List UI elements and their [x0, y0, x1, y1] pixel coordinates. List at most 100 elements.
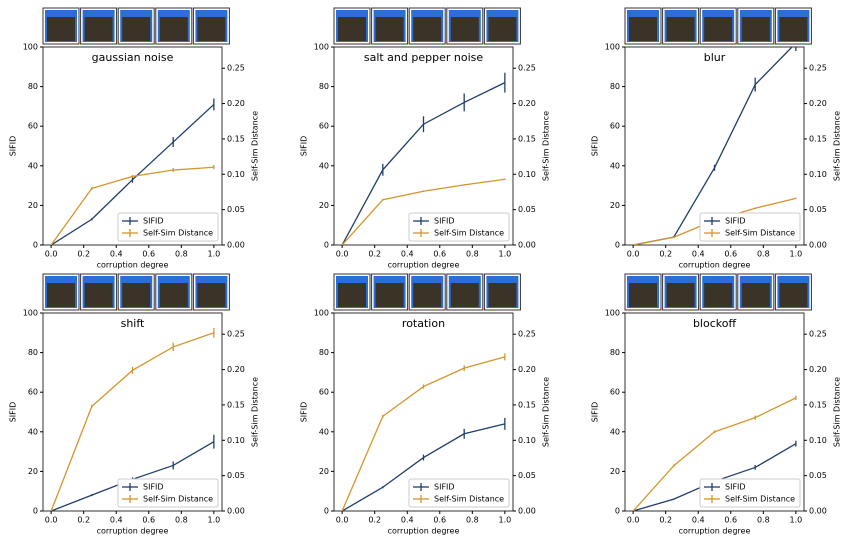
- plot-area: [341, 353, 506, 511]
- y2-tick-label: 0.10: [518, 170, 536, 179]
- chart-title: rotation: [402, 317, 445, 330]
- y2-axis-label: Self-Sim Distance: [251, 377, 260, 447]
- y-tick-label: 100: [314, 309, 329, 318]
- y-tick-label: 20: [319, 467, 329, 476]
- y-tick-label: 60: [610, 122, 620, 131]
- y-tick-label: 20: [28, 467, 38, 476]
- y-tick-label: 0: [33, 241, 38, 250]
- y-tick-label: 40: [28, 427, 38, 436]
- thumbnail-building: [629, 283, 657, 307]
- y2-tick-label: 0.10: [809, 170, 827, 179]
- y2-tick-label: 0.20: [518, 99, 536, 108]
- x-tick-label: 0.8: [757, 250, 770, 259]
- y2-tick-label: 0.05: [518, 205, 536, 214]
- chart-title: shift: [121, 317, 145, 330]
- x-tick-label: 0.6: [724, 250, 737, 259]
- y2-tick-label: 0.00: [227, 507, 245, 516]
- y-tick-label: 0: [324, 241, 329, 250]
- y-tick-label: 20: [610, 467, 620, 476]
- legend-label: Self-Sim Distance: [143, 495, 213, 504]
- x-tick-label: 1.0: [207, 516, 220, 525]
- y2-tick-label: 0.00: [518, 507, 536, 516]
- legend-label: SIFID: [434, 483, 455, 492]
- y-tick-label: 80: [319, 82, 329, 91]
- y2-tick-label: 0.15: [518, 134, 536, 143]
- x-tick-label: 0.8: [466, 516, 479, 525]
- axes-frame: [333, 312, 514, 512]
- x-axis-label: corruption degree: [388, 261, 460, 270]
- legend-label: SIFID: [143, 217, 164, 226]
- y-tick-label: 40: [610, 161, 620, 170]
- thumbnail-building: [704, 283, 733, 307]
- y-axis-label: SIFID: [300, 136, 309, 157]
- x-tick-label: 0.4: [110, 250, 123, 259]
- x-tick-label: 0.4: [401, 250, 414, 259]
- thumbnail-building: [122, 283, 151, 307]
- y-tick-label: 0: [33, 507, 38, 516]
- thumbnail-building: [338, 17, 366, 41]
- y-tick-label: 60: [28, 122, 38, 131]
- thumbnail-building: [779, 17, 808, 41]
- y-axis-label: SIFID: [591, 136, 600, 157]
- thumbnail-building: [338, 283, 366, 307]
- axes-frame: [624, 46, 805, 246]
- y-tick-label: 0: [615, 241, 620, 250]
- axes-frame: [42, 312, 223, 512]
- x-tick-label: 1.0: [498, 250, 511, 259]
- y-axis-label: SIFID: [9, 402, 18, 423]
- y2-tick-label: 0.00: [518, 241, 536, 250]
- thumbnail-building: [488, 283, 517, 307]
- y-tick-label: 0: [615, 507, 620, 516]
- y-tick-label: 20: [319, 201, 329, 210]
- thumbnail-building: [84, 283, 113, 307]
- y2-tick-label: 0.15: [809, 134, 827, 143]
- y-tick-label: 100: [23, 43, 38, 52]
- thumbnail-building: [47, 283, 75, 307]
- thumbnail-building: [741, 17, 770, 41]
- y-tick-label: 40: [319, 161, 329, 170]
- axes-frame: [333, 46, 514, 246]
- x-tick-label: 0.0: [627, 250, 640, 259]
- y-tick-label: 80: [610, 348, 620, 357]
- y-axis-label: SIFID: [300, 402, 309, 423]
- y2-tick-label: 0.25: [227, 64, 245, 73]
- legend-label: SIFID: [143, 483, 164, 492]
- x-tick-label: 0.8: [175, 250, 188, 259]
- x-tick-label: 0.4: [401, 516, 414, 525]
- legend-label: SIFID: [725, 217, 746, 226]
- y2-tick-label: 0.20: [227, 99, 245, 108]
- x-tick-label: 0.2: [659, 250, 672, 259]
- y2-tick-label: 0.00: [809, 241, 827, 250]
- thumbnail-building: [375, 17, 404, 41]
- y2-axis-label: Self-Sim Distance: [251, 111, 260, 181]
- y-tick-label: 100: [605, 309, 620, 318]
- thumbnail-building: [159, 17, 188, 41]
- y2-tick-label: 0.00: [227, 241, 245, 250]
- y-tick-label: 60: [610, 388, 620, 397]
- y2-tick-label: 0.25: [227, 330, 245, 339]
- y2-axis-label: Self-Sim Distance: [833, 111, 842, 181]
- y-tick-label: 100: [314, 43, 329, 52]
- y2-tick-label: 0.05: [809, 471, 827, 480]
- thumbnail-building: [375, 283, 404, 307]
- thumbnail-building: [450, 283, 479, 307]
- y2-tick-label: 0.10: [518, 436, 536, 445]
- x-axis-label: corruption degree: [679, 261, 751, 270]
- y-tick-label: 40: [319, 427, 329, 436]
- thumbnail-building: [159, 283, 188, 307]
- x-tick-label: 0.4: [110, 516, 123, 525]
- thumbnail-building: [47, 17, 75, 41]
- y-axis-label: SIFID: [591, 402, 600, 423]
- x-tick-label: 1.0: [789, 516, 802, 525]
- y-tick-label: 40: [28, 161, 38, 170]
- x-tick-label: 1.0: [789, 250, 802, 259]
- x-tick-label: 0.0: [627, 516, 640, 525]
- x-axis-label: corruption degree: [97, 527, 169, 536]
- legend-label: Self-Sim Distance: [725, 229, 795, 238]
- legend-box: [117, 478, 219, 508]
- x-tick-label: 0.6: [724, 516, 737, 525]
- y2-tick-label: 0.15: [518, 400, 536, 409]
- y2-axis-label: Self-Sim Distance: [542, 111, 551, 181]
- x-axis-label: corruption degree: [97, 261, 169, 270]
- legend-box: [408, 212, 510, 242]
